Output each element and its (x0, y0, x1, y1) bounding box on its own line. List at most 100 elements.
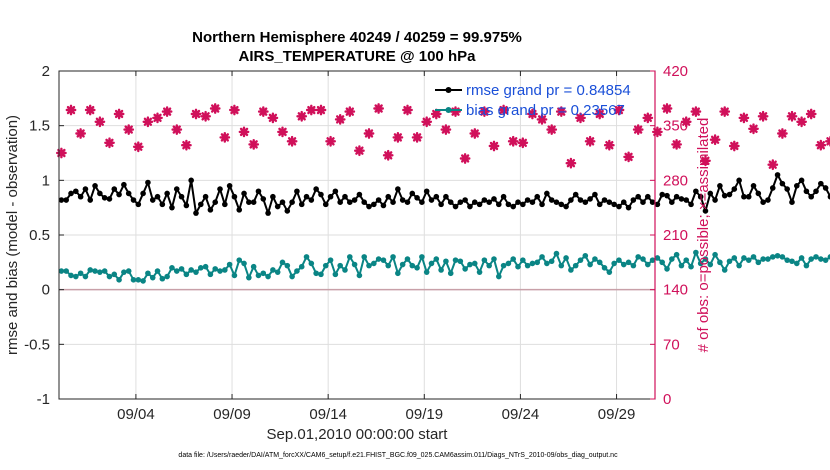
obs-count-marker (690, 106, 702, 117)
series-point (289, 199, 295, 205)
series-point (193, 210, 199, 216)
series-point (188, 177, 194, 184)
series-point (750, 183, 757, 189)
obs-count-marker (805, 108, 817, 120)
series-point (356, 191, 363, 198)
series-point (106, 273, 113, 280)
series-point (779, 254, 786, 260)
series-point (366, 262, 372, 269)
obs-count-marker (488, 140, 500, 152)
series-point (279, 199, 286, 205)
series-point (635, 254, 641, 260)
series-point (188, 267, 194, 273)
series-point (346, 199, 353, 205)
series-point (371, 201, 377, 208)
series-point (423, 188, 430, 195)
series-point (92, 268, 98, 274)
series-point (548, 258, 555, 265)
series-point (423, 269, 430, 275)
x-tick-label: 09/29 (598, 406, 636, 423)
series-point (524, 197, 531, 203)
series-point (534, 259, 541, 266)
series-point (169, 265, 175, 271)
y-tick-label: 0 (42, 282, 50, 299)
series-point (414, 195, 420, 201)
series-point (97, 190, 103, 197)
obs-count-marker (661, 103, 673, 114)
obs-count-marker (613, 104, 625, 116)
series-point (510, 256, 517, 262)
series-point (337, 199, 343, 205)
obs-count-marker (421, 116, 433, 128)
series-point (116, 191, 122, 198)
plot-series (56, 103, 830, 284)
right-tick-label: 350 (663, 118, 688, 135)
series-point (327, 257, 334, 263)
series-point (620, 199, 627, 205)
series-point (495, 273, 502, 280)
series-point (164, 190, 170, 197)
series-point (121, 269, 127, 275)
series-point (145, 179, 151, 186)
series-point (404, 256, 411, 262)
series-point (558, 262, 565, 269)
series-point (515, 263, 521, 270)
obs-count-marker (56, 147, 67, 159)
series-point (366, 203, 372, 210)
obs-count-marker (517, 137, 529, 149)
obs-count-marker (594, 108, 606, 120)
series-point (808, 256, 815, 262)
series-point (495, 201, 502, 208)
obs-count-marker (132, 141, 144, 153)
obs-count-marker (277, 126, 288, 138)
series-point (375, 256, 382, 262)
series-point (351, 197, 358, 203)
obs-count-marker (815, 139, 827, 151)
x-tick-label: 09/24 (502, 406, 540, 423)
series-point (520, 257, 526, 263)
series-point (563, 203, 569, 210)
series-point (669, 256, 675, 262)
series-point (827, 193, 830, 200)
series-point (712, 197, 718, 203)
series-point (669, 199, 675, 205)
x-axis-label: Sep.01,2010 00:00:00 start (267, 426, 449, 443)
series-point (212, 199, 219, 205)
series-point (318, 271, 324, 278)
series-point (135, 201, 142, 208)
series-point (717, 183, 723, 189)
series-point (798, 255, 805, 261)
series-point (342, 193, 348, 200)
series-point (505, 201, 512, 208)
series-point (731, 186, 738, 192)
series-point (433, 256, 440, 262)
series-point (683, 257, 690, 263)
series-point (577, 197, 584, 203)
obs-count-marker (344, 106, 356, 117)
series-point (678, 262, 685, 269)
series-point (803, 188, 810, 195)
y-tick-label: 0.5 (29, 227, 50, 244)
series-point (395, 186, 401, 192)
series-point (813, 188, 819, 195)
obs-count-marker (680, 116, 692, 128)
series-point (217, 268, 223, 274)
series-point (673, 193, 680, 200)
series-point (745, 257, 752, 263)
series-point (697, 260, 704, 267)
series-point (822, 185, 829, 191)
series-point (294, 268, 300, 274)
obs-count-marker (767, 159, 779, 171)
series-point (702, 208, 709, 214)
series-point (731, 255, 738, 261)
obs-count-marker (738, 112, 750, 124)
series-point (443, 258, 449, 265)
series-point (58, 268, 65, 274)
series-point (625, 204, 632, 211)
series-point (765, 256, 771, 262)
series-point (395, 270, 401, 277)
series-point (346, 254, 353, 260)
series-point (226, 183, 233, 189)
series-point (77, 193, 84, 200)
